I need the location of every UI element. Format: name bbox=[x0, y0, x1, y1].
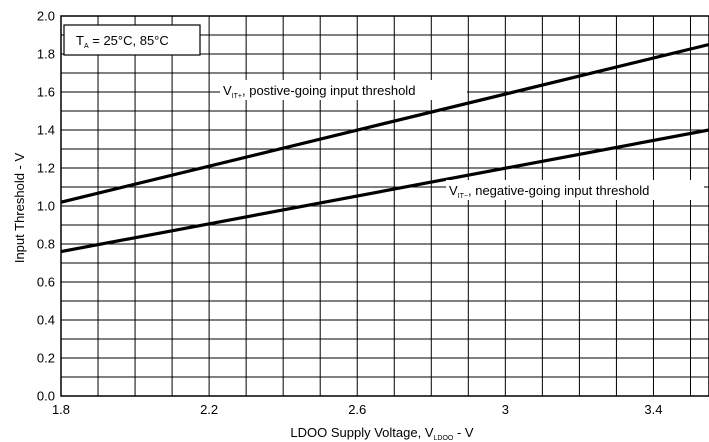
y-tick-label: 2.0 bbox=[37, 9, 55, 24]
x-tick-label: 2.2 bbox=[200, 402, 218, 417]
x-axis-label-sub: LDOO bbox=[434, 435, 454, 442]
upper-label-sub: IT+ bbox=[232, 93, 242, 100]
x-tick-label: 3.4 bbox=[644, 402, 662, 417]
series-line-0 bbox=[60, 42, 709, 204]
lower-label-rest: , negative-going input threshold bbox=[468, 183, 649, 198]
lower-label-main: V bbox=[449, 183, 458, 198]
y-tick-label: 0.0 bbox=[37, 389, 55, 404]
x-tick-label: 3 bbox=[502, 402, 509, 417]
y-tick-label: 1.4 bbox=[37, 123, 55, 138]
y-tick-label: 1.2 bbox=[37, 161, 55, 176]
legend-box: TA = 25°C, 85°C bbox=[63, 24, 201, 56]
upper-label-rest: , postive-going input threshold bbox=[242, 83, 415, 98]
legend-text-rest: = 25°C, 85°C bbox=[89, 33, 169, 48]
svg-text:TA = 25°C, 85°C: TA = 25°C, 85°C bbox=[76, 33, 169, 50]
x-axis-ticks: 1.8 2.2 2.6 3 3.4 bbox=[52, 402, 663, 417]
y-axis-label: Input Threshold - V bbox=[12, 153, 27, 264]
grid bbox=[60, 15, 709, 397]
y-tick-label: 1.6 bbox=[37, 85, 55, 100]
y-tick-label: 0.2 bbox=[37, 351, 55, 366]
y-tick-label: 1.0 bbox=[37, 199, 55, 214]
series-annotation-lower: VIT−, negative-going input threshold bbox=[446, 180, 704, 200]
x-axis-label: LDOO Supply Voltage, VLDOO - V bbox=[290, 425, 473, 442]
plot-frame bbox=[60, 15, 709, 397]
x-axis-label-tail: - V bbox=[453, 425, 474, 440]
lower-label-sub: IT− bbox=[458, 193, 468, 200]
x-axis-label-main: LDOO Supply Voltage, V bbox=[290, 425, 433, 440]
y-tick-label: 0.8 bbox=[37, 237, 55, 252]
svg-text:VIT+, postive-going input thre: VIT+, postive-going input threshold bbox=[223, 83, 415, 100]
plot-border bbox=[60, 15, 709, 397]
upper-label-main: V bbox=[223, 83, 232, 98]
series-line-1 bbox=[60, 128, 709, 254]
y-axis-ticks: 0.0 0.2 0.4 0.6 0.8 1.0 1.2 1.4 1.6 1.8 2.0 bbox=[37, 9, 55, 404]
x-tick-label: 2.6 bbox=[348, 402, 366, 417]
series-annotation-upper: VIT+, postive-going input threshold bbox=[220, 80, 467, 100]
svg-text:VIT−, negative-going input thr: VIT−, negative-going input threshold bbox=[449, 183, 649, 200]
x-tick-label: 1.8 bbox=[52, 402, 70, 417]
legend-text-main: T bbox=[76, 33, 84, 48]
y-tick-label: 0.4 bbox=[37, 313, 55, 328]
y-tick-label: 1.8 bbox=[37, 47, 55, 62]
legend-text-sub: A bbox=[84, 43, 89, 50]
series-lines bbox=[60, 42, 709, 254]
y-tick-label: 0.6 bbox=[37, 275, 55, 290]
